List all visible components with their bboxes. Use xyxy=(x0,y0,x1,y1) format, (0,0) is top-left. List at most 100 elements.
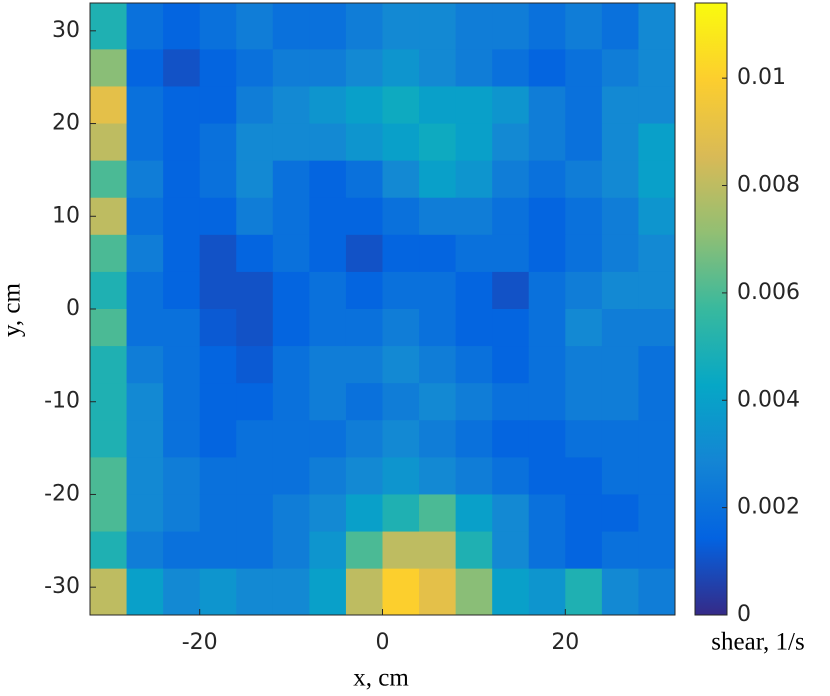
heat-cell xyxy=(528,49,566,87)
heat-cell xyxy=(419,346,457,384)
heat-cell xyxy=(455,494,493,533)
heat-cell xyxy=(382,346,420,384)
heat-cell xyxy=(601,160,639,199)
heat-cell xyxy=(601,271,639,310)
heat-cell xyxy=(345,86,383,125)
heat-cell xyxy=(638,346,676,384)
heat-cell xyxy=(601,49,639,87)
heat-cell xyxy=(492,531,530,570)
heat-cell xyxy=(528,494,566,533)
heat-cell xyxy=(236,160,274,199)
heat-cell xyxy=(565,494,603,533)
heat-cell xyxy=(565,197,603,236)
heat-cell xyxy=(492,568,530,616)
heat-cell xyxy=(126,271,164,310)
heat-cell xyxy=(601,568,639,616)
heat-cell xyxy=(345,420,383,458)
heat-cell xyxy=(199,160,237,199)
heat-cell xyxy=(236,457,274,495)
colorbar-tick-label: 0.008 xyxy=(737,173,800,198)
colorbar-tick-label: 0.004 xyxy=(737,387,800,412)
heat-cell xyxy=(90,160,128,199)
heat-cell xyxy=(272,234,310,273)
heat-cell xyxy=(163,457,201,495)
heat-cell xyxy=(163,123,201,162)
heat-cell xyxy=(638,420,676,458)
heat-cell xyxy=(345,531,383,570)
colorbar-tick-label: 0.002 xyxy=(737,495,800,520)
heat-cell xyxy=(565,309,603,347)
heat-cell xyxy=(382,197,420,236)
heat-cell xyxy=(382,271,420,310)
heat-cell xyxy=(199,383,237,421)
heat-cell xyxy=(126,531,164,570)
heat-cell xyxy=(492,49,530,87)
heat-cell xyxy=(126,383,164,421)
heat-cell xyxy=(163,346,201,384)
heat-cell xyxy=(565,86,603,125)
heat-cell xyxy=(419,420,457,458)
heat-cell xyxy=(345,271,383,310)
heat-cell xyxy=(272,271,310,310)
heat-cell xyxy=(382,123,420,162)
heat-cell xyxy=(236,197,274,236)
heat-cell xyxy=(90,271,128,310)
heat-cell xyxy=(382,568,420,616)
heat-cell xyxy=(382,160,420,199)
heat-cell xyxy=(126,3,164,50)
heat-cell xyxy=(601,3,639,50)
heat-cell xyxy=(126,457,164,495)
heat-cell xyxy=(528,234,566,273)
heat-cell xyxy=(455,568,493,616)
heat-cell xyxy=(565,123,603,162)
heat-cell xyxy=(272,531,310,570)
colorbar-label: shear, 1/s xyxy=(711,629,804,656)
heat-cell xyxy=(601,86,639,125)
heat-cell xyxy=(126,86,164,125)
heat-cell xyxy=(528,531,566,570)
heat-cell xyxy=(236,3,274,50)
heat-cell xyxy=(419,531,457,570)
heat-cell xyxy=(638,271,676,310)
heat-cell xyxy=(419,494,457,533)
heat-cell xyxy=(455,271,493,310)
heat-cell xyxy=(455,86,493,125)
heat-cell xyxy=(90,531,128,570)
heat-cell xyxy=(638,86,676,125)
y-tick-label: -20 xyxy=(44,481,80,506)
heat-cell xyxy=(236,383,274,421)
heat-cell xyxy=(419,457,457,495)
heat-cell xyxy=(528,123,566,162)
heat-cell xyxy=(199,271,237,310)
heat-cell xyxy=(455,3,493,50)
heat-cell xyxy=(236,123,274,162)
heat-cell xyxy=(309,86,347,125)
heat-cell xyxy=(199,234,237,273)
heat-cell xyxy=(601,531,639,570)
heat-cell xyxy=(309,494,347,533)
heat-cell xyxy=(126,346,164,384)
heat-cell xyxy=(565,568,603,616)
heat-cell xyxy=(309,383,347,421)
heat-cell xyxy=(309,49,347,87)
heat-cell xyxy=(492,3,530,50)
heat-cell xyxy=(272,309,310,347)
heat-cell xyxy=(345,123,383,162)
heat-cell xyxy=(90,123,128,162)
heat-cell xyxy=(382,49,420,87)
heat-cell xyxy=(601,234,639,273)
heat-cell xyxy=(638,160,676,199)
heat-cell xyxy=(272,494,310,533)
heat-cell xyxy=(382,531,420,570)
heat-cell xyxy=(419,123,457,162)
colorbar xyxy=(694,2,728,616)
heat-cell xyxy=(528,346,566,384)
heat-cell xyxy=(272,49,310,87)
heat-cell xyxy=(382,234,420,273)
heat-cell xyxy=(236,494,274,533)
heat-cell xyxy=(565,271,603,310)
heat-cell xyxy=(309,309,347,347)
heat-cell xyxy=(345,568,383,616)
heat-cell xyxy=(345,383,383,421)
